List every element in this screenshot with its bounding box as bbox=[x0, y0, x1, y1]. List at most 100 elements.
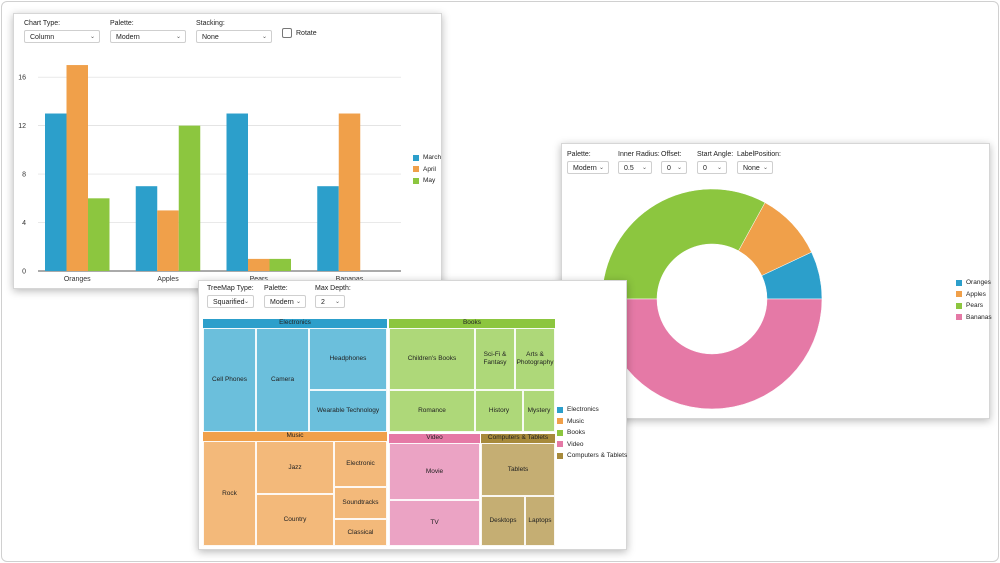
treemap-palette-label: Palette: bbox=[264, 285, 288, 292]
y-tick-label: 0 bbox=[22, 269, 26, 276]
treemap-legend-item: Video bbox=[557, 439, 627, 451]
max-depth-dropdown[interactable]: 2 ⌄ bbox=[315, 295, 345, 308]
offset-control: Offset: 0 ⌄ bbox=[661, 151, 687, 174]
treemap-cell[interactable]: Rock bbox=[203, 441, 256, 546]
bar[interactable] bbox=[178, 125, 201, 271]
donut-palette-dropdown[interactable]: Modern ⌄ bbox=[567, 161, 609, 174]
treemap-cell[interactable]: Tablets bbox=[481, 443, 555, 496]
column-palette-control: Palette: Modern ⌄ bbox=[110, 20, 186, 43]
treemap-cell[interactable]: Camera bbox=[256, 328, 309, 432]
treemap-cell[interactable]: Mystery bbox=[523, 390, 555, 432]
column-chart-panel: Chart Type: Column ⌄ Palette: Modern ⌄ Sta… bbox=[13, 13, 442, 289]
column-palette-dropdown[interactable]: Modern ⌄ bbox=[110, 30, 186, 43]
treemap-cell[interactable]: Laptops bbox=[525, 496, 555, 546]
inner-radius-label: Inner Radius: bbox=[618, 151, 660, 158]
legend-label: Books bbox=[567, 429, 586, 437]
bar[interactable] bbox=[88, 198, 110, 271]
bar[interactable] bbox=[66, 65, 89, 271]
treemap-cell[interactable]: Headphones bbox=[309, 328, 387, 390]
legend-label: Music bbox=[567, 417, 584, 425]
chevron-down-icon: ⌄ bbox=[175, 34, 181, 40]
bar[interactable] bbox=[269, 258, 292, 271]
treemap-cell[interactable]: Arts & Photography bbox=[515, 328, 555, 390]
treemap-cell[interactable]: TV bbox=[389, 500, 480, 546]
bar[interactable] bbox=[317, 186, 339, 271]
stacking-control: Stacking: None ⌄ bbox=[196, 20, 272, 43]
treemap-cell[interactable]: Wearable Technology bbox=[309, 390, 387, 432]
treemap-palette-dropdown[interactable]: Modern ⌄ bbox=[264, 295, 306, 308]
legend-swatch bbox=[413, 166, 419, 173]
legend-swatch bbox=[557, 418, 563, 425]
bar[interactable] bbox=[157, 210, 179, 271]
donut-slice[interactable] bbox=[601, 298, 823, 410]
treemap-cell[interactable]: History bbox=[475, 390, 523, 432]
legend-swatch bbox=[956, 291, 962, 298]
x-tick-label: Bananas bbox=[336, 276, 364, 283]
chart-type-dropdown[interactable]: Column ⌄ bbox=[24, 30, 100, 43]
treemap-cell[interactable]: Soundtracks bbox=[334, 487, 387, 519]
treemap-cell[interactable]: Children's Books bbox=[389, 328, 475, 390]
treemap-group-header: Music bbox=[203, 432, 387, 441]
legend-label: March bbox=[423, 154, 442, 162]
treemap-cell[interactable]: Jazz bbox=[256, 441, 334, 494]
rotate-label: Rotate bbox=[296, 29, 317, 37]
chevron-down-icon: ⌄ bbox=[762, 165, 768, 171]
rotate-checkbox[interactable]: Rotate bbox=[282, 28, 317, 38]
legend-swatch bbox=[557, 452, 563, 459]
bar[interactable] bbox=[338, 113, 361, 271]
column-chart: 0 4 8 12 16 Oranges Apples Pears Bananas bbox=[18, 65, 401, 283]
treemap-group-header: Video bbox=[389, 434, 480, 443]
stacking-dropdown[interactable]: None ⌄ bbox=[196, 30, 272, 43]
treemap-legend-item: Computers & Tablets bbox=[557, 450, 627, 462]
max-depth-control: Max Depth: 2 ⌄ bbox=[315, 285, 351, 308]
label-position-dropdown[interactable]: None ⌄ bbox=[737, 161, 773, 174]
treemap-cell[interactable]: Country bbox=[256, 494, 334, 546]
legend-label: Apples bbox=[966, 290, 986, 298]
treemap-group-header: Computers & Tablets bbox=[481, 434, 555, 443]
treemap-cell[interactable]: Cell Phones bbox=[203, 328, 256, 432]
max-depth-label: Max Depth: bbox=[315, 285, 351, 292]
treemap-group-header: Electronics bbox=[203, 319, 387, 328]
donut-palette-label: Palette: bbox=[567, 151, 591, 158]
treemap-type-dropdown[interactable]: Squarified ⌄ bbox=[207, 295, 254, 308]
treemap-group-header: Books bbox=[389, 319, 555, 328]
inner-radius-dropdown[interactable]: 0.5 ⌄ bbox=[618, 161, 652, 174]
legend-label: April bbox=[423, 165, 437, 173]
treemap-cell[interactable]: Sci-Fi & Fantasy bbox=[475, 328, 515, 390]
chevron-down-icon: ⌄ bbox=[89, 34, 95, 40]
bar[interactable] bbox=[248, 258, 270, 271]
legend-label: Pears bbox=[966, 302, 983, 310]
donut-legend-item: Pears bbox=[956, 300, 992, 312]
inner-radius-control: Inner Radius: 0.5 ⌄ bbox=[618, 151, 660, 174]
bar[interactable] bbox=[135, 186, 158, 271]
donut-chart-panel: Palette: Modern ⌄ Inner Radius: 0.5 ⌄ Offs… bbox=[561, 143, 992, 419]
bar[interactable] bbox=[226, 113, 249, 271]
y-tick-label: 16 bbox=[18, 75, 26, 82]
y-tick-label: 8 bbox=[22, 172, 26, 179]
legend-label: Electronics bbox=[567, 406, 599, 414]
chevron-down-icon: ⌄ bbox=[334, 299, 340, 305]
donut-legend-item: Bananas bbox=[956, 312, 992, 324]
start-angle-dropdown[interactable]: 0 ⌄ bbox=[697, 161, 727, 174]
checkbox-icon bbox=[282, 28, 292, 38]
x-tick-label: Oranges bbox=[64, 276, 91, 283]
treemap-type-label: TreeMap Type: bbox=[207, 285, 254, 292]
treemap-cell[interactable]: Romance bbox=[389, 390, 475, 432]
donut-palette-control: Palette: Modern ⌄ bbox=[567, 151, 609, 174]
x-tick-label: Apples bbox=[157, 276, 179, 283]
stacking-label: Stacking: bbox=[196, 20, 225, 27]
bar[interactable] bbox=[45, 113, 67, 271]
chevron-down-icon: ⌄ bbox=[295, 299, 301, 305]
legend-swatch bbox=[557, 406, 563, 413]
y-tick-label: 4 bbox=[22, 220, 26, 227]
column-legend-item: April bbox=[413, 164, 441, 176]
treemap-cell[interactable]: Movie bbox=[389, 443, 480, 500]
label-position-label: LabelPosition: bbox=[737, 151, 781, 158]
column-palette-label: Palette: bbox=[110, 20, 134, 27]
treemap-cell[interactable]: Desktops bbox=[481, 496, 525, 546]
legend-swatch bbox=[413, 154, 419, 161]
column-legend-item: May bbox=[413, 175, 441, 187]
treemap-cell[interactable]: Classical bbox=[334, 519, 387, 546]
treemap-cell[interactable]: Electronic bbox=[334, 441, 387, 487]
offset-dropdown[interactable]: 0 ⌄ bbox=[661, 161, 687, 174]
